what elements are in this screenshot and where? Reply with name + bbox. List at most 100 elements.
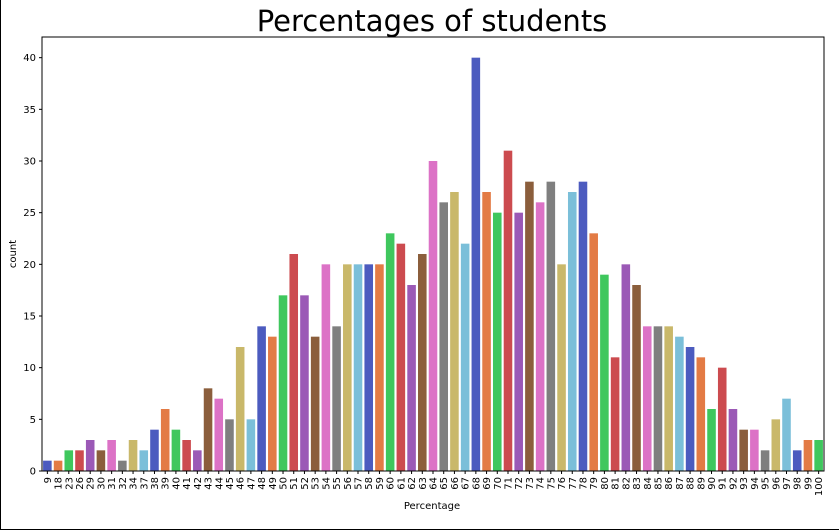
x-tick-label: 44 (214, 477, 225, 490)
bar-39 (160, 409, 170, 471)
x-tick-label: 43 (204, 477, 215, 490)
x-tick-label: 61 (396, 477, 407, 490)
x-tick-label: 34 (129, 477, 140, 490)
bar-92 (728, 409, 738, 471)
y-tick-label: 25 (23, 208, 36, 219)
x-tick-label: 92 (728, 477, 739, 490)
bar-58 (364, 264, 374, 471)
x-tick-label: 65 (439, 477, 450, 490)
x-tick-label: 91 (718, 477, 729, 490)
x-tick-label: 60 (386, 477, 397, 490)
plot-area-border (41, 36, 825, 472)
bar-87 (675, 336, 684, 471)
x-tick-label: 32 (118, 477, 129, 490)
x-tick-label: 64 (429, 477, 440, 490)
y-tick-label: 40 (23, 53, 36, 64)
x-tick-label: 90 (707, 477, 718, 490)
bar-74 (535, 202, 545, 471)
bar-47 (246, 419, 256, 471)
x-tick-label: 63 (418, 477, 429, 490)
y-tick-label: 0 (30, 467, 36, 478)
bar-61 (396, 243, 406, 471)
x-tick-label: 86 (664, 477, 675, 490)
x-tick-label: 78 (578, 477, 589, 490)
bar-9 (43, 460, 52, 471)
x-tick-label: 97 (782, 477, 793, 490)
bar-43 (203, 388, 213, 471)
x-tick-label: 67 (461, 477, 472, 490)
x-tick-label: 75 (546, 477, 557, 490)
x-axis-label: Percentage (404, 501, 460, 512)
bar-57 (353, 264, 363, 471)
y-axis-label: count (8, 240, 19, 268)
x-tick-label: 55 (332, 477, 343, 490)
bar-41 (182, 440, 191, 471)
x-tick-label: 18 (54, 477, 65, 490)
y-tick-label: 20 (23, 260, 36, 271)
x-tick-label: 79 (589, 477, 600, 490)
x-tick-label: 23 (64, 477, 75, 490)
x-tick-label: 38 (150, 477, 161, 490)
bar-85 (653, 326, 663, 471)
bar-71 (503, 150, 513, 472)
x-tick-label: 100 (814, 477, 825, 496)
bar-63 (418, 254, 427, 471)
x-tick-label: 77 (568, 477, 579, 490)
x-tick-label: 99 (803, 477, 814, 490)
x-tick-label: 84 (643, 477, 654, 490)
bar-80 (600, 274, 609, 471)
x-tick-label: 82 (621, 477, 632, 490)
bar-67 (460, 243, 470, 471)
x-tick-label: 66 (450, 477, 461, 490)
x-tick-label: 89 (696, 477, 707, 490)
bar-54 (321, 264, 331, 471)
bar-45 (225, 419, 234, 471)
x-tick-label: 81 (611, 477, 622, 490)
x-tick-label: 59 (375, 477, 386, 490)
x-tick-label: 56 (343, 477, 354, 490)
bar-26 (75, 450, 84, 471)
bar-78 (578, 181, 588, 472)
x-tick-label: 37 (139, 477, 150, 490)
bar-98 (792, 450, 802, 471)
x-tick-label: 50 (279, 477, 290, 490)
x-tick-label: 87 (675, 477, 686, 490)
x-tick-label: 85 (653, 477, 664, 490)
x-tick-label: 98 (793, 477, 804, 490)
bar-93 (739, 429, 748, 471)
x-tick-label: 76 (557, 477, 568, 490)
x-tick-label: 39 (161, 477, 172, 490)
x-tick-label: 71 (503, 477, 514, 490)
bar-89 (696, 357, 706, 471)
bar-99 (803, 440, 813, 471)
x-tick-label: 52 (300, 477, 311, 490)
bar-95 (760, 450, 770, 471)
x-tick-label: 95 (761, 477, 772, 490)
x-tick-label: 46 (236, 477, 247, 490)
x-tick-label: 49 (268, 477, 279, 490)
bar-29 (85, 440, 95, 471)
x-tick-label: 70 (493, 477, 504, 490)
bar-69 (482, 192, 491, 471)
x-tick-label: 31 (107, 477, 118, 490)
bar-60 (385, 233, 395, 471)
x-tick-label: 26 (75, 477, 86, 490)
x-tick-label: 48 (257, 477, 268, 490)
x-tick-label: 9 (43, 477, 54, 483)
x-tick-label: 68 (471, 477, 482, 490)
bar-52 (300, 295, 309, 471)
x-tick-label: 93 (739, 477, 750, 490)
y-tick-label: 35 (23, 105, 36, 116)
bar-56 (343, 264, 352, 471)
bar-34 (128, 440, 138, 471)
x-tick-label: 58 (364, 477, 375, 490)
x-tick-label: 73 (525, 477, 536, 490)
x-tick-label: 51 (289, 477, 300, 490)
x-tick-label: 57 (354, 477, 365, 490)
bar-49 (268, 336, 277, 471)
chart-title: Percentages of students (257, 4, 608, 38)
bar-88 (685, 347, 695, 471)
x-tick-label: 29 (86, 477, 97, 490)
bar-42 (193, 450, 202, 471)
bar-44 (214, 398, 224, 471)
